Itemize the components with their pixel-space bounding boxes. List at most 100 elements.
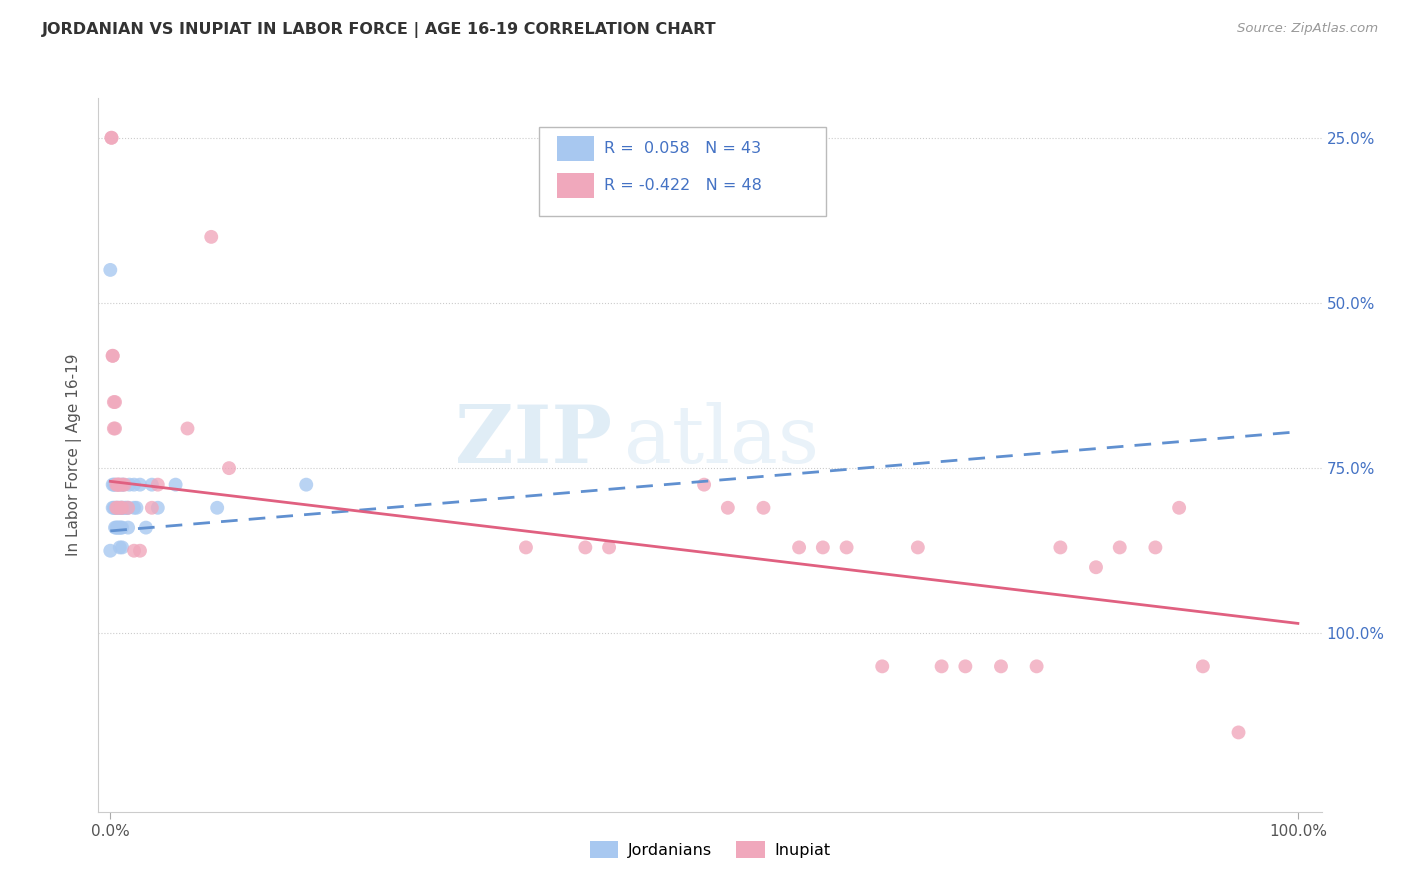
Legend: Jordanians, Inupiat: Jordanians, Inupiat (583, 835, 837, 864)
Point (111, 541, 134, 555)
Point (98, 263, 121, 277)
Point (101, 477, 124, 491)
Point (598, 541, 620, 555)
Point (107, 500, 129, 515)
Point (105, 500, 128, 515)
Point (717, 500, 740, 515)
Point (107, 520, 129, 534)
Point (1108, 541, 1130, 555)
Point (105, 477, 128, 491)
Point (117, 500, 139, 515)
Point (1227, 725, 1250, 739)
Point (107, 500, 129, 515)
Point (111, 477, 134, 491)
Point (110, 500, 132, 515)
Point (165, 477, 187, 491)
Point (104, 477, 127, 491)
Point (122, 500, 145, 515)
Text: JORDANIAN VS INUPIAT IN LABOR FORCE | AGE 16-19 CORRELATION CHART: JORDANIAN VS INUPIAT IN LABOR FORCE | AG… (42, 22, 717, 38)
Point (1192, 659, 1215, 673)
Point (110, 520, 132, 534)
Point (104, 421, 127, 435)
FancyBboxPatch shape (538, 127, 827, 216)
Point (114, 500, 136, 515)
Point (811, 541, 834, 555)
Point (1168, 500, 1191, 515)
Point (111, 500, 134, 515)
Point (101, 349, 124, 363)
Point (98, 543, 121, 558)
Point (105, 500, 128, 515)
Point (693, 477, 716, 491)
Point (141, 477, 163, 491)
Point (111, 500, 134, 515)
Point (1049, 541, 1071, 555)
FancyBboxPatch shape (557, 136, 593, 161)
Point (955, 659, 977, 673)
Point (129, 477, 152, 491)
Point (122, 543, 145, 558)
Point (752, 500, 775, 515)
Text: R = -0.422   N = 48: R = -0.422 N = 48 (603, 178, 762, 193)
Point (125, 500, 148, 515)
Point (104, 520, 127, 534)
Point (931, 659, 953, 673)
Point (1085, 560, 1108, 574)
Point (101, 500, 124, 515)
Point (111, 520, 134, 534)
Point (787, 541, 810, 555)
Point (107, 520, 129, 534)
Point (114, 500, 136, 515)
Point (108, 500, 131, 515)
Point (870, 659, 893, 673)
Point (176, 421, 198, 435)
Point (105, 520, 128, 534)
Point (114, 477, 136, 491)
Point (108, 520, 131, 534)
Point (907, 541, 929, 555)
Point (1144, 541, 1167, 555)
Text: Source: ZipAtlas.com: Source: ZipAtlas.com (1237, 22, 1378, 36)
Point (1025, 659, 1047, 673)
Point (122, 477, 145, 491)
Point (205, 500, 228, 515)
Point (115, 500, 138, 515)
Point (108, 477, 131, 491)
Point (104, 500, 127, 515)
Point (103, 477, 125, 491)
Point (117, 500, 139, 515)
FancyBboxPatch shape (557, 173, 593, 198)
Point (103, 421, 125, 435)
Point (103, 395, 125, 409)
Point (835, 541, 858, 555)
Point (146, 500, 169, 515)
Text: R =  0.058   N = 43: R = 0.058 N = 43 (603, 141, 761, 155)
Point (101, 349, 124, 363)
Text: atlas: atlas (624, 401, 820, 480)
Point (135, 520, 157, 534)
Text: ZIP: ZIP (456, 401, 612, 480)
Point (104, 395, 127, 409)
Point (117, 520, 139, 534)
Point (141, 500, 163, 515)
Point (100, 130, 122, 145)
Point (129, 543, 152, 558)
Point (110, 500, 132, 515)
Point (107, 500, 129, 515)
Point (200, 230, 222, 244)
Point (107, 477, 129, 491)
Point (515, 541, 537, 555)
Point (100, 130, 122, 145)
Point (574, 541, 596, 555)
Point (107, 477, 129, 491)
Point (107, 477, 129, 491)
Point (295, 477, 318, 491)
Point (108, 541, 131, 555)
Point (111, 477, 134, 491)
Point (112, 477, 135, 491)
Y-axis label: In Labor Force | Age 16-19: In Labor Force | Age 16-19 (66, 353, 83, 557)
Point (103, 500, 125, 515)
Point (111, 500, 134, 515)
Point (990, 659, 1012, 673)
Point (146, 477, 169, 491)
